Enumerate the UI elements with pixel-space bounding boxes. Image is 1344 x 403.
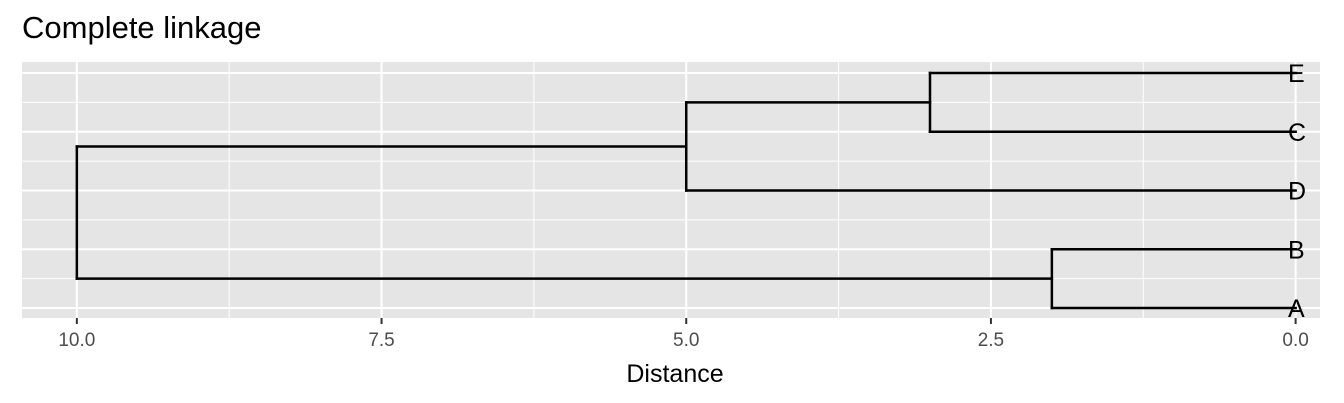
leaf-label-a: A — [1288, 295, 1305, 323]
x-tick-label: 0.0 — [1282, 330, 1308, 351]
leaf-label-d: D — [1288, 178, 1306, 206]
x-axis: 10.0 7.5 5.0 2.5 0.0 — [58, 318, 1309, 351]
leaf-label-c: C — [1288, 119, 1306, 147]
x-tick-label: 2.5 — [978, 330, 1004, 351]
leaf-label-e: E — [1288, 60, 1305, 88]
x-axis-title: Distance — [626, 360, 723, 388]
leaf-label-b: B — [1288, 236, 1305, 264]
x-tick-label: 7.5 — [368, 330, 394, 351]
x-tick-label: 10.0 — [58, 330, 95, 351]
chart-title: Complete linkage — [22, 10, 262, 45]
x-tick-label: 5.0 — [673, 330, 699, 351]
leaf-labels: E C D B A — [1288, 60, 1306, 323]
dendrogram-branches — [75, 71, 1297, 310]
